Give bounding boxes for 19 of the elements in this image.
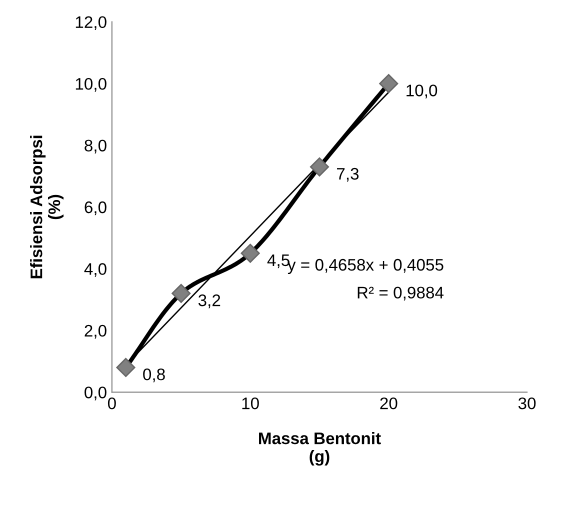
x-tick-label: 20 (380, 397, 398, 410)
x-axis-title: Massa Bentonit (g) (259, 432, 381, 466)
data-label: 10,0 (406, 84, 438, 98)
y-tick-label: 6,0 (84, 201, 106, 216)
data-label: 0,8 (143, 368, 165, 382)
y-tick-label: 0,0 (84, 386, 106, 400)
x-tick-label: 30 (518, 397, 536, 410)
annotation: R² = 0,9884 (358, 286, 444, 300)
x-tick-label: 0 (108, 397, 116, 410)
data-label: 4,5 (267, 254, 290, 268)
y-tick-label: 2,0 (84, 324, 106, 339)
y-tick-label: 12,0 (76, 16, 106, 30)
y-tick-label: 8,0 (84, 140, 106, 154)
x-tick-label: 10 (242, 397, 259, 410)
data-label: 3,2 (198, 294, 220, 308)
y-axis-title: Efisiensi Adsorpsi (%) (30, 136, 64, 278)
data-label: 7,3 (337, 168, 359, 182)
y-tick-label: 10,0 (76, 78, 106, 92)
y-tick-label: 4,0 (84, 263, 106, 277)
